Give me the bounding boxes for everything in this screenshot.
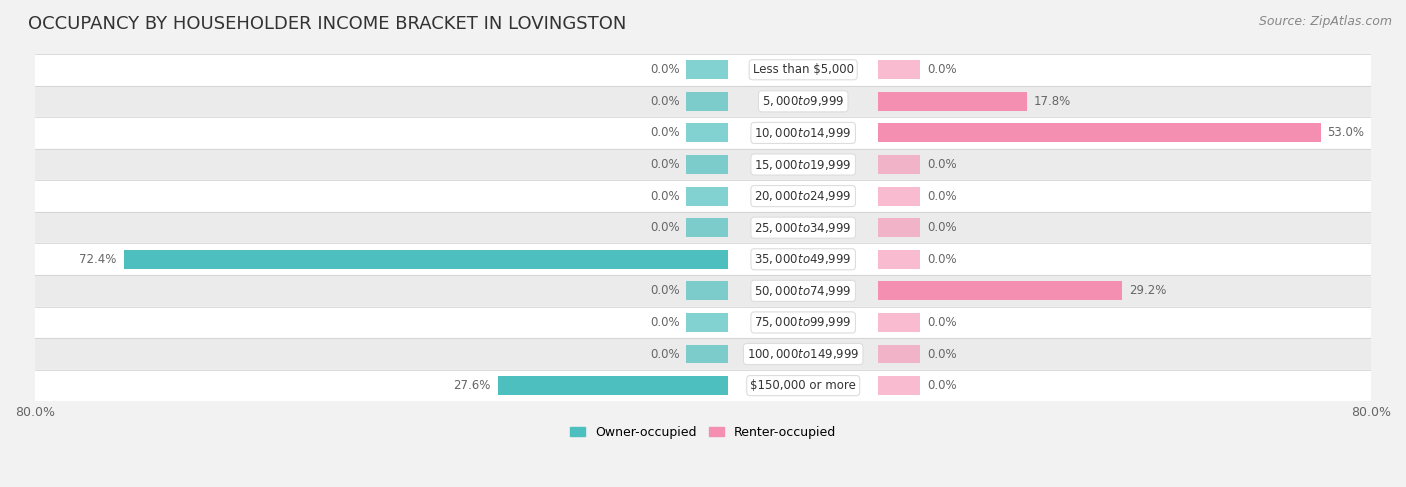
Bar [879, 281, 1122, 300]
Text: 0.0%: 0.0% [650, 127, 679, 139]
Bar [686, 218, 728, 237]
Text: 0.0%: 0.0% [650, 158, 679, 171]
Bar [879, 250, 920, 269]
Text: 0.0%: 0.0% [927, 379, 956, 392]
Text: $15,000 to $19,999: $15,000 to $19,999 [755, 157, 852, 171]
Bar [686, 344, 728, 363]
Bar [879, 187, 920, 206]
Bar [498, 376, 728, 395]
Bar [35, 117, 1371, 149]
Bar [35, 307, 1371, 338]
Bar [879, 313, 920, 332]
Text: OCCUPANCY BY HOUSEHOLDER INCOME BRACKET IN LOVINGSTON: OCCUPANCY BY HOUSEHOLDER INCOME BRACKET … [28, 15, 627, 33]
Text: 0.0%: 0.0% [927, 63, 956, 76]
Bar [35, 212, 1371, 244]
Bar [686, 155, 728, 174]
Text: 0.0%: 0.0% [650, 95, 679, 108]
Bar [35, 370, 1371, 401]
Bar [686, 123, 728, 142]
Text: 27.6%: 27.6% [454, 379, 491, 392]
Text: 0.0%: 0.0% [927, 253, 956, 266]
Text: 0.0%: 0.0% [650, 189, 679, 203]
Text: $10,000 to $14,999: $10,000 to $14,999 [755, 126, 852, 140]
Text: Less than $5,000: Less than $5,000 [752, 63, 853, 76]
Bar [35, 149, 1371, 180]
Legend: Owner-occupied, Renter-occupied: Owner-occupied, Renter-occupied [565, 421, 841, 444]
Text: 0.0%: 0.0% [650, 221, 679, 234]
Bar [686, 92, 728, 111]
Bar [879, 376, 920, 395]
Text: $50,000 to $74,999: $50,000 to $74,999 [755, 284, 852, 298]
Text: 0.0%: 0.0% [927, 348, 956, 360]
Bar [686, 187, 728, 206]
Bar [879, 92, 1026, 111]
Text: 0.0%: 0.0% [650, 284, 679, 298]
Bar [686, 60, 728, 79]
Bar [879, 218, 920, 237]
Bar [35, 54, 1371, 86]
Text: 17.8%: 17.8% [1033, 95, 1071, 108]
Bar [35, 86, 1371, 117]
Text: $5,000 to $9,999: $5,000 to $9,999 [762, 94, 845, 108]
Text: $75,000 to $99,999: $75,000 to $99,999 [755, 316, 852, 329]
Text: 0.0%: 0.0% [650, 348, 679, 360]
Bar [879, 60, 920, 79]
Text: Source: ZipAtlas.com: Source: ZipAtlas.com [1258, 15, 1392, 28]
Text: 0.0%: 0.0% [927, 158, 956, 171]
Text: $35,000 to $49,999: $35,000 to $49,999 [755, 252, 852, 266]
Bar [686, 281, 728, 300]
Text: 0.0%: 0.0% [650, 63, 679, 76]
Bar [35, 244, 1371, 275]
Text: 72.4%: 72.4% [80, 253, 117, 266]
Bar [35, 275, 1371, 307]
Text: 0.0%: 0.0% [650, 316, 679, 329]
Text: 0.0%: 0.0% [927, 189, 956, 203]
Bar [686, 313, 728, 332]
Bar [124, 250, 728, 269]
Bar [35, 180, 1371, 212]
Text: 53.0%: 53.0% [1327, 127, 1365, 139]
Text: $20,000 to $24,999: $20,000 to $24,999 [755, 189, 852, 203]
Bar [879, 123, 1320, 142]
Text: 0.0%: 0.0% [927, 221, 956, 234]
Text: $100,000 to $149,999: $100,000 to $149,999 [747, 347, 859, 361]
Bar [879, 155, 920, 174]
Text: 0.0%: 0.0% [927, 316, 956, 329]
Bar [35, 338, 1371, 370]
Bar [879, 344, 920, 363]
Text: 29.2%: 29.2% [1129, 284, 1166, 298]
Text: $25,000 to $34,999: $25,000 to $34,999 [755, 221, 852, 235]
Text: $150,000 or more: $150,000 or more [751, 379, 856, 392]
